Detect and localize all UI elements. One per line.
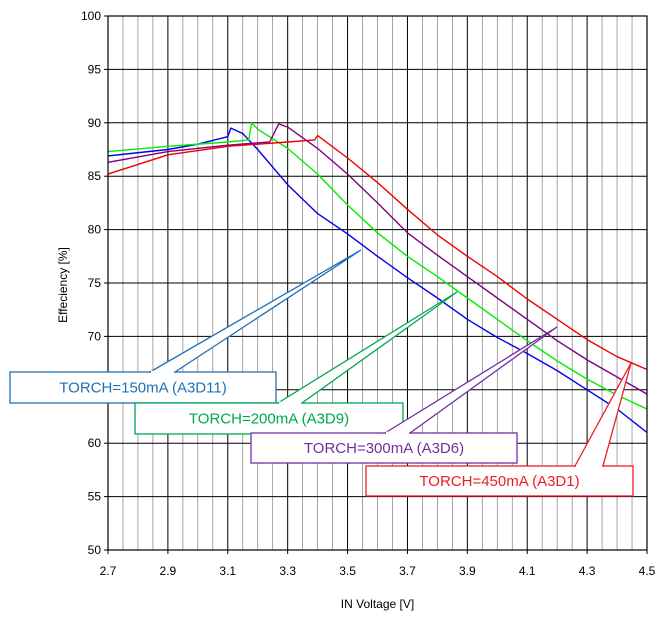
callout-layer: TORCH=150mA (A3D11) TORCH=200mA (A3D9) TOR… [9, 249, 634, 497]
x-tick-label: 4.3 [579, 564, 596, 578]
x-tick-label: 4.5 [639, 564, 656, 578]
callout-2: TORCH=200mA (A3D9) [134, 291, 458, 435]
x-tick-label: 2.7 [100, 564, 117, 578]
y-tick-label: 50 [88, 543, 102, 557]
y-tick-label: 55 [88, 490, 102, 504]
callout-box [250, 432, 518, 464]
legend-label: TORCH=450mA (A3D1) [419, 473, 579, 490]
y-tick-label: 75 [88, 276, 102, 290]
legend-label: TORCH=300mA (A3D6) [304, 440, 464, 457]
legend-label: TORCH=200mA (A3D9) [189, 411, 349, 428]
series-line-4 [107, 134, 648, 371]
callout-3: TORCH=300mA (A3D6) [250, 326, 558, 464]
callout-box [134, 402, 404, 435]
x-axis-title: IN Voltage [V] [341, 597, 414, 611]
y-tick-label: 80 [88, 223, 102, 237]
y-tick-label: 70 [88, 329, 102, 343]
callout-4: TORCH=450mA (A3D1) [365, 362, 634, 497]
y-axis-title: Effeciency [%] [56, 247, 70, 323]
x-tick-label: 3.7 [399, 564, 416, 578]
series-line-1 [107, 127, 648, 434]
callout-box [365, 465, 634, 497]
series-layer [107, 122, 648, 434]
x-tick-labels: 2.7 2.9 3.1 3.3 3.5 3.7 3.9 4.1 4.3 4.5 [100, 564, 656, 578]
x-tick-label: 3.1 [219, 564, 236, 578]
x-tick-label: 2.9 [160, 564, 177, 578]
x-tick-label: 3.9 [459, 564, 476, 578]
legend-label: TORCH=150mA (A3D11) [59, 380, 226, 397]
series-line-3 [107, 123, 648, 395]
x-tick-label: 3.3 [279, 564, 296, 578]
y-tick-label: 90 [88, 116, 102, 130]
y-tick-label: 85 [88, 169, 102, 183]
y-tick-label: 100 [81, 9, 101, 23]
plot-frame [107, 15, 648, 551]
x-tick-label: 3.5 [339, 564, 356, 578]
series-line-2 [107, 122, 648, 410]
callout-1: TORCH=150mA (A3D11) [9, 249, 362, 404]
y-tick-label: 60 [88, 436, 102, 450]
x-tick-label: 4.1 [519, 564, 536, 578]
y-tick-label: 95 [88, 62, 102, 76]
